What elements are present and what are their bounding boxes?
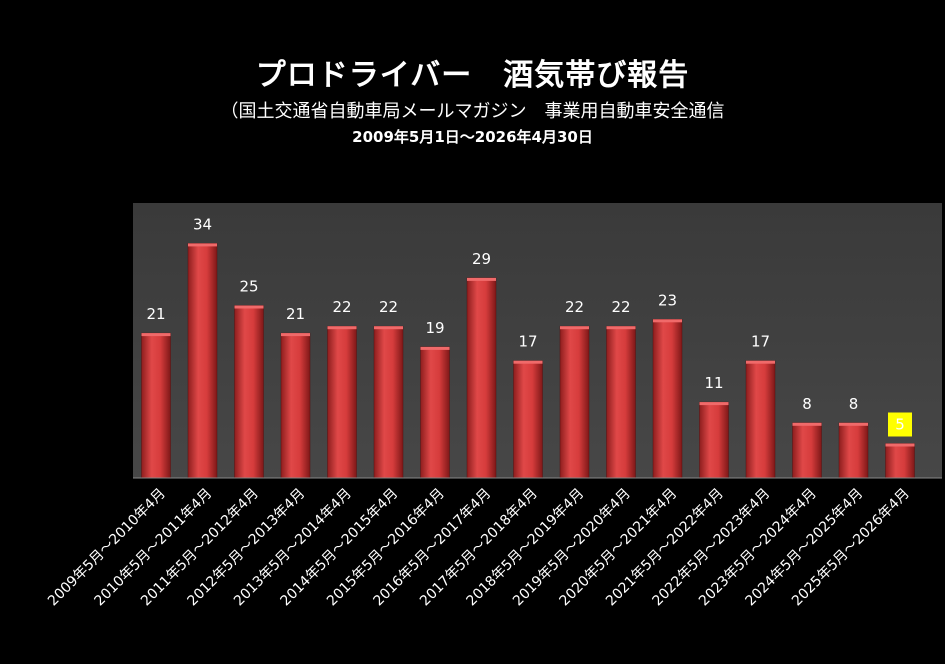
bar-cap-11 bbox=[653, 319, 682, 323]
bar-cap-2 bbox=[234, 305, 264, 309]
value-label-3: 21 bbox=[286, 305, 305, 323]
bar-cap-12 bbox=[699, 402, 729, 406]
bar-16 bbox=[885, 443, 915, 479]
bar-cap-13 bbox=[746, 360, 775, 364]
bar-7 bbox=[466, 277, 497, 479]
value-label-1: 34 bbox=[193, 215, 212, 233]
bar-cap-6 bbox=[420, 346, 450, 350]
highlight-label-bg bbox=[888, 412, 912, 437]
bar-cap-8 bbox=[513, 360, 543, 364]
bar-9 bbox=[559, 325, 590, 479]
value-label-7: 29 bbox=[472, 250, 491, 268]
bar-cap-4 bbox=[327, 326, 357, 330]
value-label-12: 11 bbox=[704, 374, 723, 392]
chart-period: 2009年5月1日～2026年4月30日 bbox=[352, 128, 593, 146]
value-label-10: 22 bbox=[611, 298, 630, 316]
bar-15 bbox=[838, 422, 869, 479]
value-label-16: 5 bbox=[895, 416, 905, 434]
bar-cap-16 bbox=[885, 443, 915, 447]
value-label-4: 22 bbox=[332, 298, 351, 316]
bar-8 bbox=[513, 360, 543, 479]
bar-13 bbox=[745, 360, 776, 479]
chart-title: プロドライバー 酒気帯び報告 bbox=[255, 58, 690, 93]
bar-5 bbox=[373, 325, 404, 479]
bar-12 bbox=[699, 401, 729, 479]
value-label-6: 19 bbox=[425, 319, 444, 337]
bar-1 bbox=[187, 243, 218, 479]
bar-cap-10 bbox=[606, 326, 636, 330]
bar-cap-0 bbox=[141, 333, 171, 337]
bar-14 bbox=[792, 422, 822, 479]
bar-10 bbox=[606, 325, 636, 479]
value-label-8: 17 bbox=[518, 333, 537, 351]
bar-cap-9 bbox=[560, 326, 589, 330]
bar-cap-3 bbox=[281, 333, 310, 337]
value-label-5: 22 bbox=[379, 298, 398, 316]
bar-0 bbox=[141, 332, 171, 479]
bar-cap-5 bbox=[374, 326, 403, 330]
value-label-13: 17 bbox=[751, 333, 770, 351]
bar-11 bbox=[652, 319, 683, 479]
value-label-0: 21 bbox=[146, 305, 165, 323]
bar-cap-7 bbox=[467, 277, 496, 281]
bar-6 bbox=[420, 346, 450, 479]
bar-2 bbox=[234, 305, 264, 479]
chart-subtitle: （国土交通省自動車局メールマガジン 事業用自動車安全通信 bbox=[220, 101, 725, 122]
value-label-14: 8 bbox=[802, 395, 812, 413]
value-label-11: 23 bbox=[658, 291, 677, 309]
bar-cap-14 bbox=[792, 422, 822, 426]
value-label-2: 25 bbox=[239, 278, 258, 296]
bar-3 bbox=[280, 332, 311, 479]
value-label-15: 8 bbox=[849, 395, 859, 413]
value-label-9: 22 bbox=[565, 298, 584, 316]
bar-4 bbox=[327, 325, 357, 479]
bar-cap-1 bbox=[188, 243, 217, 247]
bar-cap-15 bbox=[839, 422, 868, 426]
